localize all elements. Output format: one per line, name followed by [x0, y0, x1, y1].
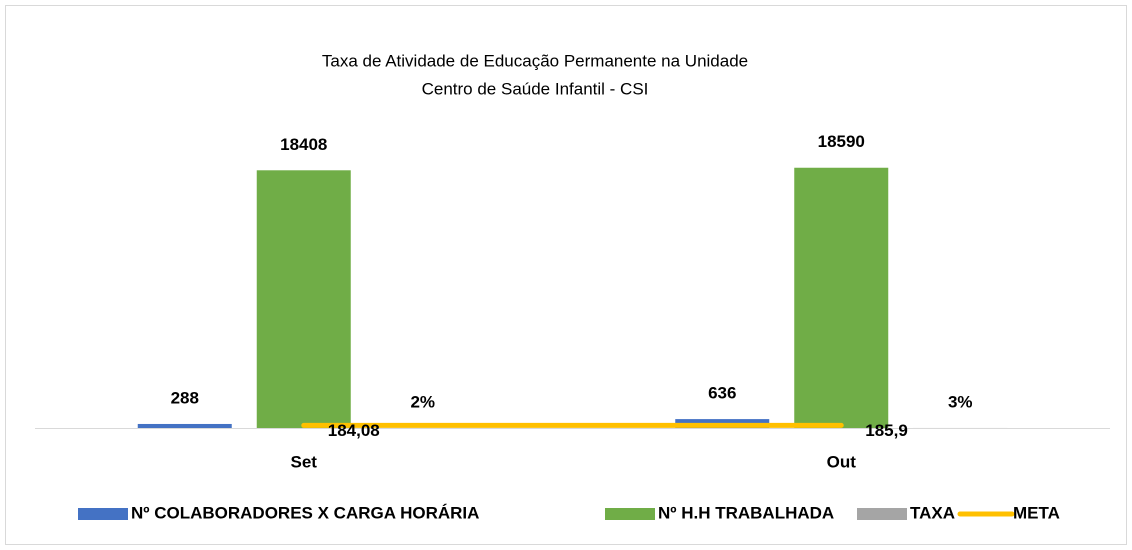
data-label: 18590: [818, 132, 865, 151]
data-label: 184,08: [328, 421, 380, 440]
chart-title: Taxa de Atividade de Educação Permanente…: [322, 51, 748, 70]
legend-label: META: [1013, 503, 1060, 522]
bar: [256, 170, 351, 428]
bar: [137, 423, 232, 428]
legend-label: Nº COLABORADORES X CARGA HORÁRIA: [131, 503, 479, 522]
legend-swatch: [78, 508, 128, 520]
data-label: 288: [171, 388, 199, 407]
legend-label: Nº H.H TRABALHADA: [658, 503, 834, 522]
data-label: 3%: [948, 392, 973, 411]
bar: [794, 167, 889, 429]
data-label: 18408: [280, 135, 327, 154]
chart-subtitle: Centro de Saúde Infantil - CSI: [422, 79, 649, 98]
x-tick-label: Out: [827, 452, 857, 471]
legend-swatch: [605, 508, 655, 520]
legend-swatch: [857, 508, 907, 520]
x-tick-label: Set: [291, 452, 318, 471]
data-label: 636: [708, 384, 736, 403]
chart-border: [5, 5, 1127, 545]
data-label: 185,9: [865, 421, 908, 440]
data-label: 2%: [410, 392, 435, 411]
legend-label: TAXA: [910, 503, 955, 522]
